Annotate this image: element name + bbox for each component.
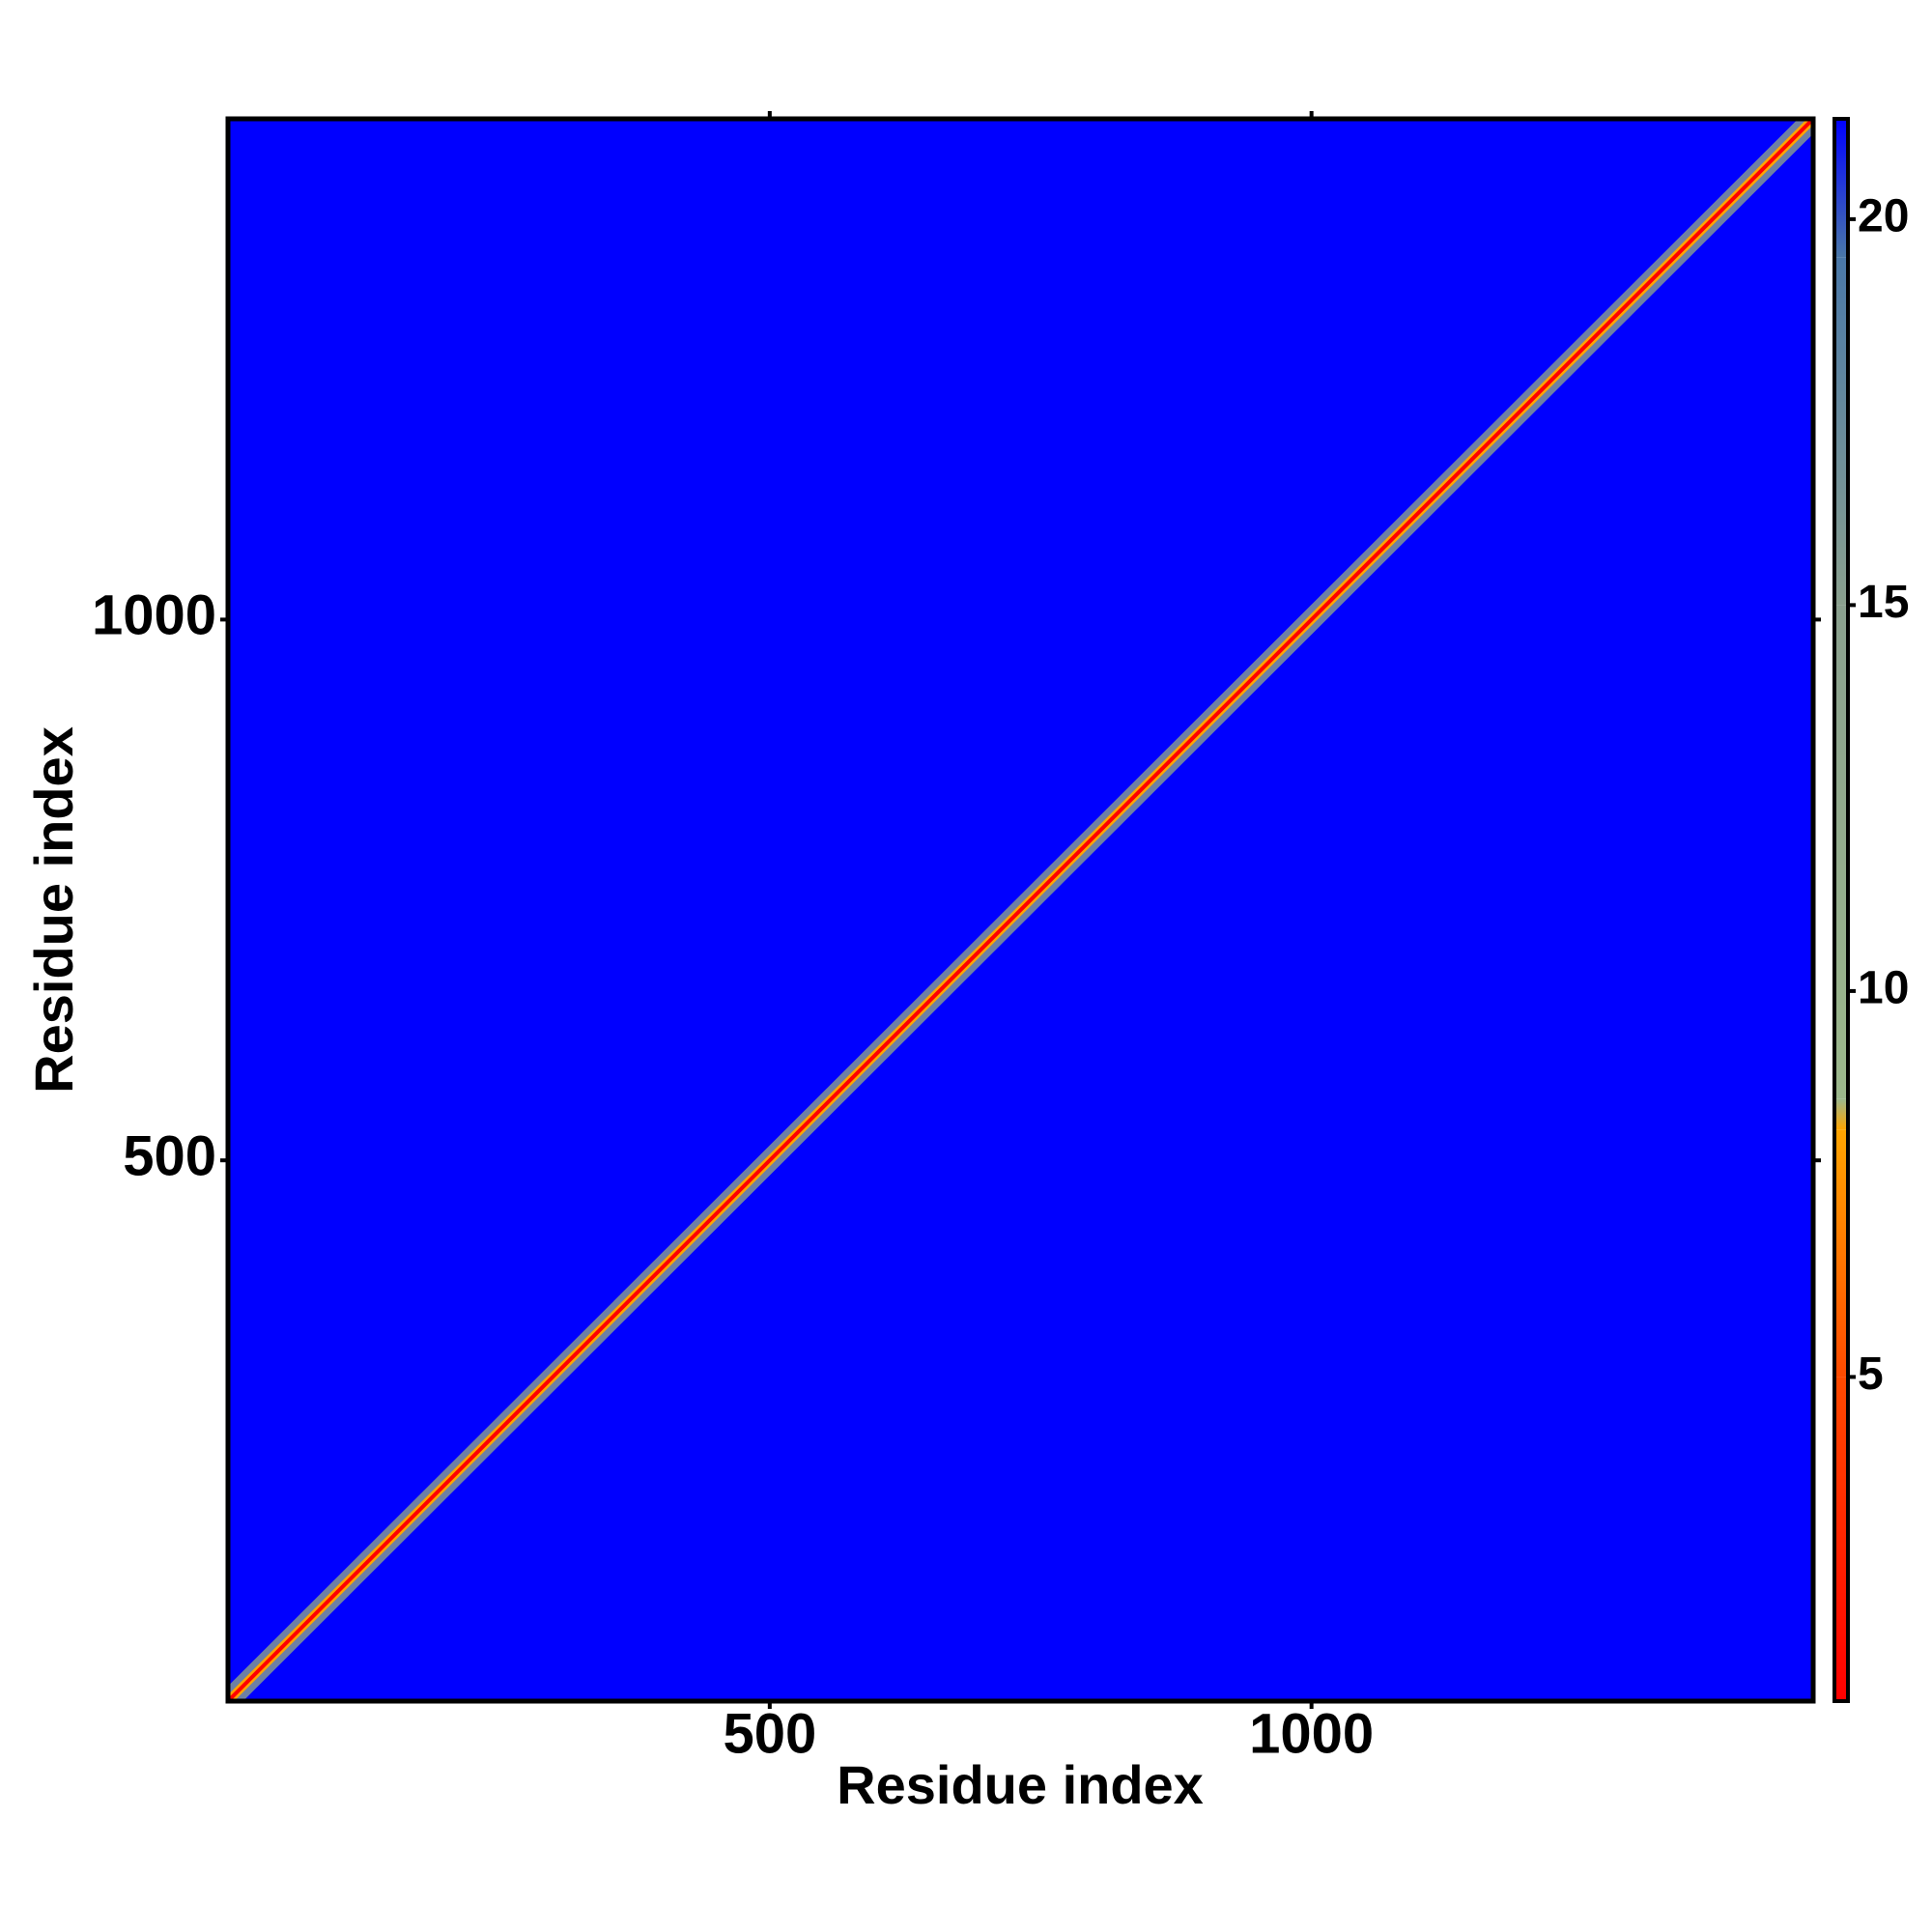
diagonal [228, 119, 1813, 1701]
colorbar-segment [1834, 1098, 1848, 1130]
x-tick-label: 1000 [1249, 1702, 1374, 1765]
colorbar-segment [1834, 605, 1848, 1099]
diagonal-core [228, 119, 1813, 1701]
colorbar-segment [1834, 1377, 1848, 1701]
colorbar-tick-label: 15 [1858, 577, 1909, 628]
colorbar-frame [1833, 117, 1850, 1703]
colorbar-segment [1834, 257, 1848, 606]
colorbar-tick-label: 5 [1858, 1349, 1884, 1400]
plot-frame [225, 116, 1816, 1704]
x-tick-label: 500 [723, 1702, 816, 1765]
x-axis-title: Residue index [837, 1754, 1204, 1815]
colorbar-tick-label: 10 [1858, 963, 1909, 1014]
y-tick-label: 1000 [92, 584, 216, 647]
y-axis-title: Residue index [23, 726, 84, 1094]
colorbar-tick-label: 20 [1858, 191, 1909, 242]
colorbar-segment [1834, 1129, 1848, 1378]
y-tick-label: 500 [123, 1125, 216, 1188]
colorbar-segment [1834, 119, 1848, 258]
